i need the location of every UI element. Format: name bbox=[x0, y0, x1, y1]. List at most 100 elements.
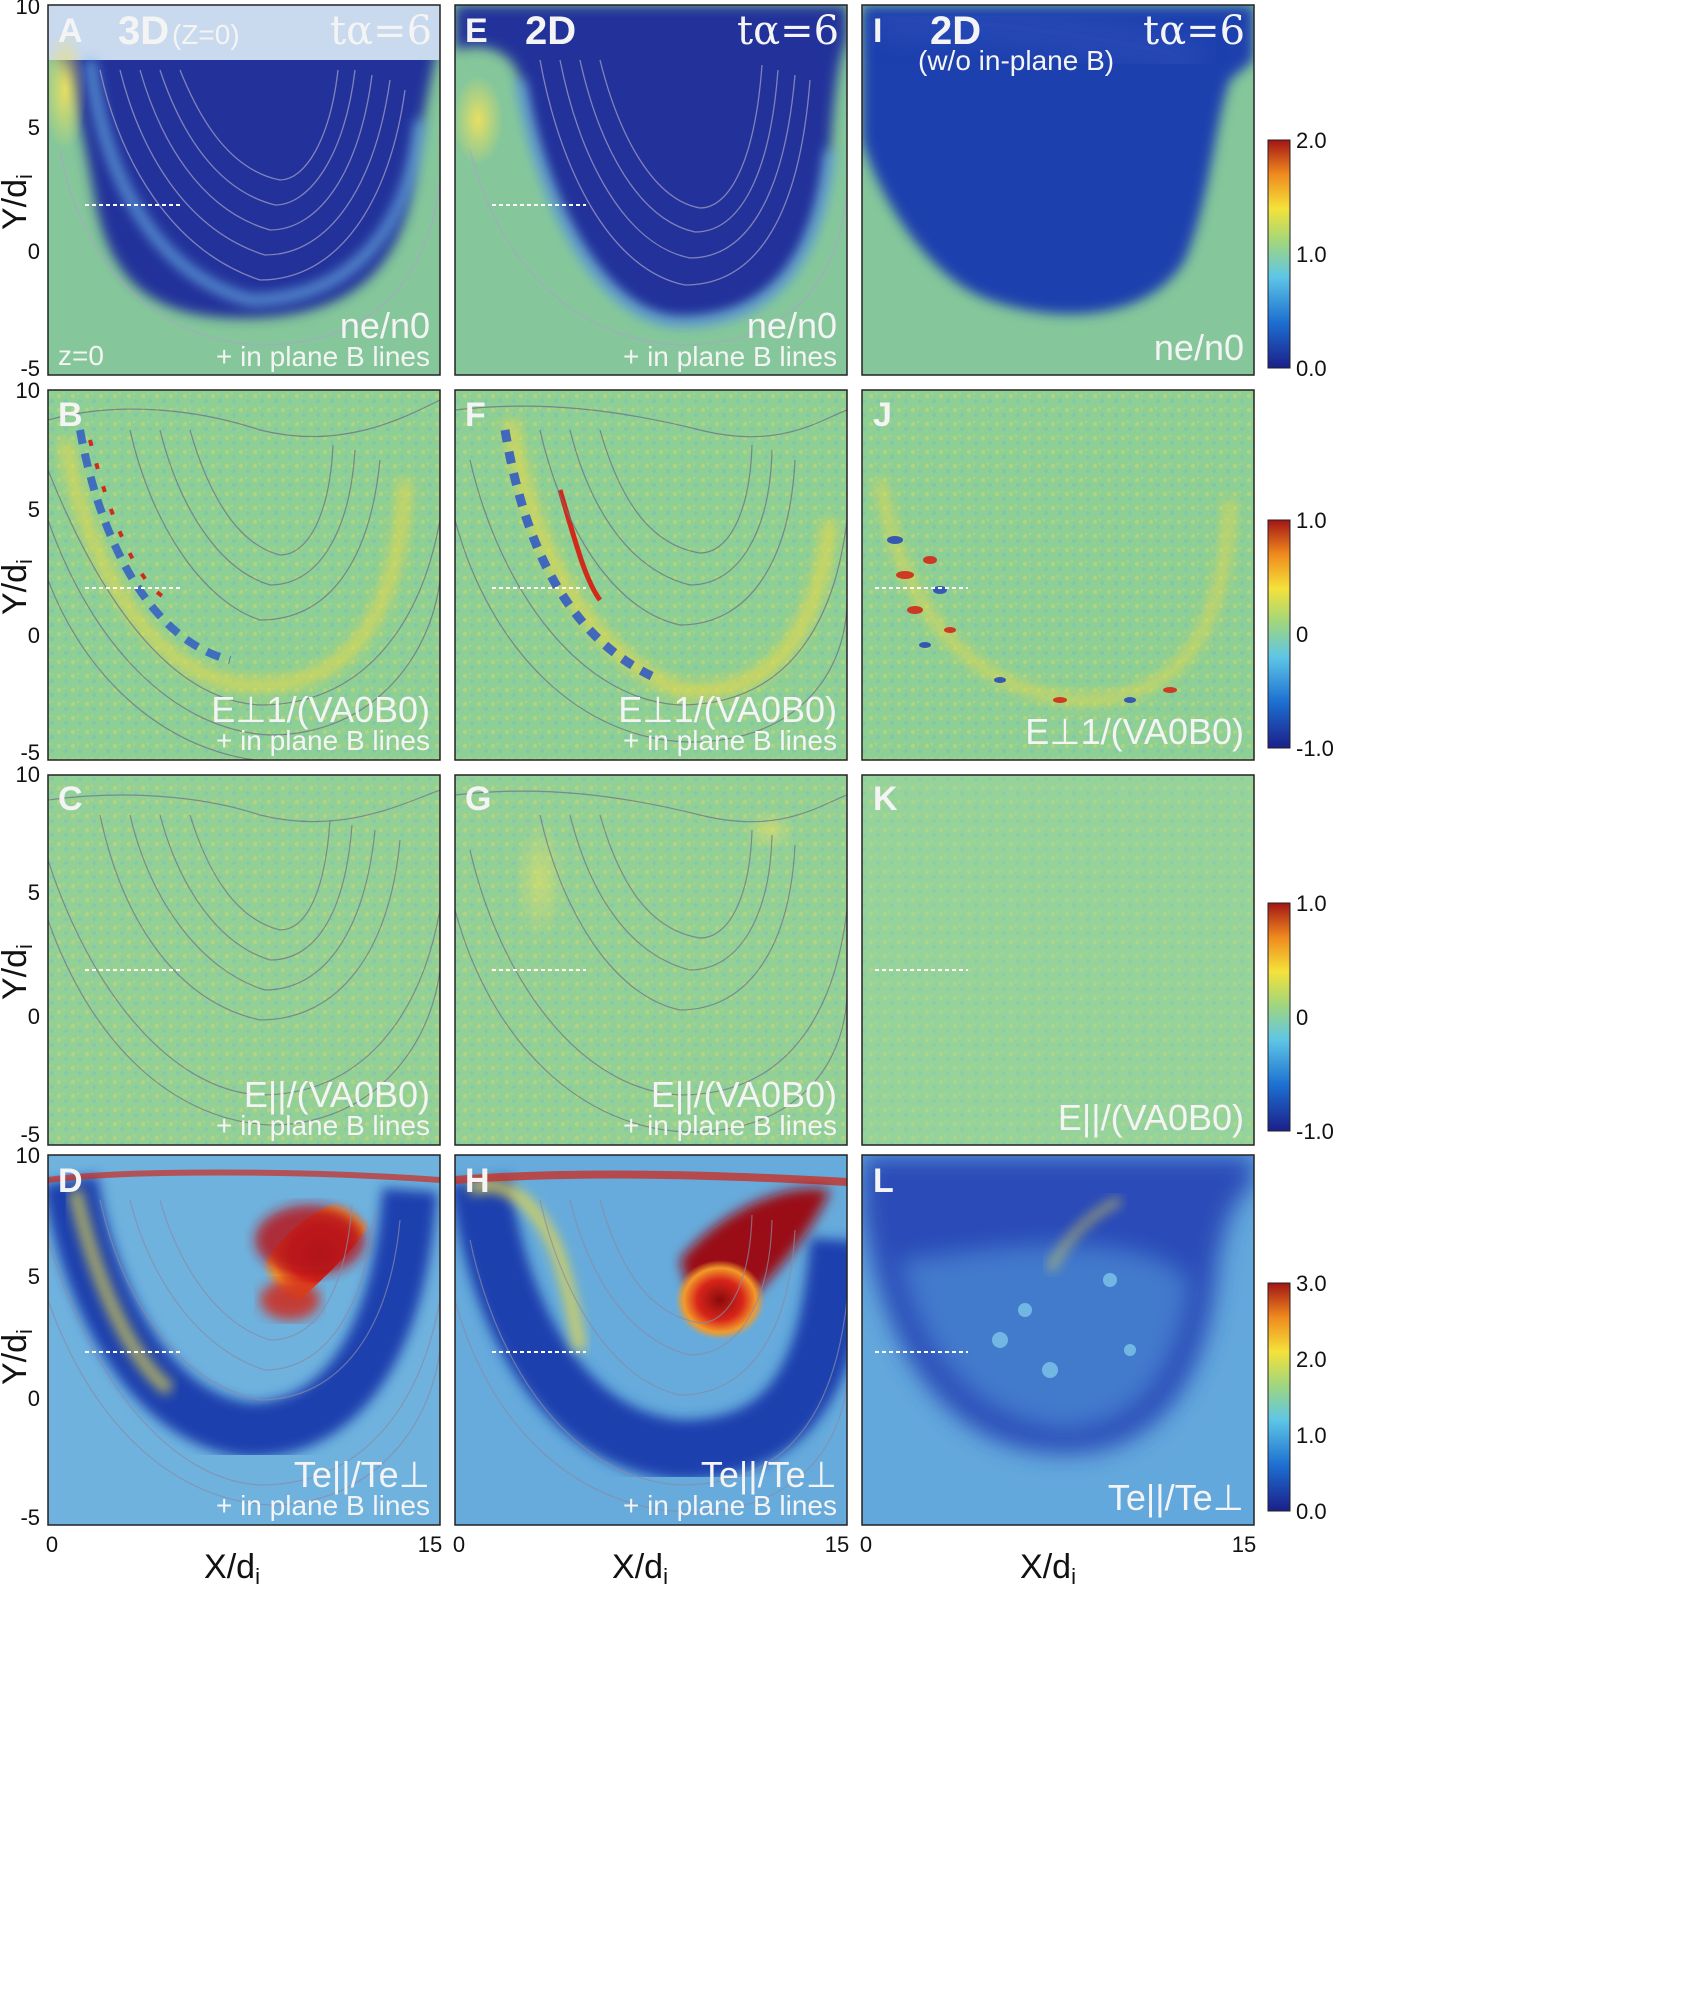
x-axis-title: X/di bbox=[1020, 1548, 1076, 1589]
panel-letter-L: L bbox=[873, 1162, 894, 1200]
quantity-label-h: Te||/Te⊥ bbox=[701, 1454, 837, 1495]
panel-G bbox=[455, 775, 847, 1145]
x-axis: 0 15 0 15 0 15 X/di X/di X/di bbox=[46, 1532, 1256, 1589]
overlay-note-d: + in plane B lines bbox=[216, 1490, 430, 1521]
y-tick: 5 bbox=[28, 497, 40, 522]
overlay-note-g: + in plane B lines bbox=[623, 1110, 837, 1141]
overlay-note-b: + in plane B lines bbox=[216, 725, 430, 756]
panel-B bbox=[48, 390, 440, 760]
x-tick: 15 bbox=[1232, 1532, 1256, 1557]
x-axis-title: X/di bbox=[204, 1548, 260, 1589]
panel-K bbox=[862, 775, 1254, 1145]
x-tick: 0 bbox=[453, 1532, 465, 1557]
colorbar-max: 2.0 bbox=[1296, 128, 1327, 153]
y-axis-title: Y/di bbox=[0, 174, 37, 230]
quantity-label-c: E||/(VA0B0) bbox=[244, 1074, 430, 1115]
y-tick: 0 bbox=[28, 623, 40, 648]
quantity-label-k: E||/(VA0B0) bbox=[1058, 1097, 1244, 1138]
y-tick: 10 bbox=[16, 0, 40, 19]
panel-letter-I: I bbox=[873, 12, 882, 50]
y-tick: 0 bbox=[28, 1004, 40, 1029]
quantity-label-l: Te||/Te⊥ bbox=[1108, 1477, 1244, 1518]
panel-letter-H: H bbox=[465, 1162, 490, 1200]
panel-letter-A: A bbox=[58, 12, 83, 50]
panel-F bbox=[455, 390, 847, 760]
panel-letter-D: D bbox=[58, 1162, 83, 1200]
x-axis-title: X/di bbox=[612, 1548, 668, 1589]
y-tick: -5 bbox=[20, 1505, 40, 1530]
quantity-label-g: E||/(VA0B0) bbox=[651, 1074, 837, 1115]
panel-frames bbox=[47, 4, 1255, 1526]
y-tick: -5 bbox=[20, 1122, 40, 1147]
panel-letter-G: G bbox=[465, 780, 491, 818]
colorbar-row-1: 2.0 1.0 0.0 bbox=[1267, 128, 1327, 381]
y-axis-title: Y/di bbox=[0, 1329, 37, 1385]
y-axis-row-1: 10 5 0 -5 bbox=[16, 0, 40, 381]
y-tick: 0 bbox=[28, 239, 40, 264]
overlay-note-f: + in plane B lines bbox=[623, 725, 837, 756]
column-subtitle-2d-no-b: (w/o in-plane B) bbox=[918, 45, 1114, 76]
column-subtitle-3d: (Z=0) bbox=[172, 19, 240, 50]
panel-E bbox=[455, 5, 847, 375]
colorbar-max: 1.0 bbox=[1296, 891, 1327, 916]
panel-A bbox=[48, 5, 440, 375]
panel-D bbox=[48, 1155, 440, 1525]
colorbar-mid: 0 bbox=[1296, 1005, 1308, 1030]
panel-letter-B: B bbox=[58, 396, 83, 434]
colorbar-row-2: 1.0 0 -1.0 bbox=[1267, 508, 1334, 761]
column-title-2d: 2D bbox=[525, 9, 576, 53]
y-tick: 5 bbox=[28, 1264, 40, 1289]
quantity-label-i: ne/n0 bbox=[1154, 327, 1244, 368]
colorbar-row-4: 3.0 2.0 1.0 0.0 bbox=[1267, 1271, 1327, 1524]
quantity-label-d: Te||/Te⊥ bbox=[294, 1454, 430, 1495]
colorbar-mid: 1.0 bbox=[1296, 242, 1327, 267]
colorbar bbox=[1267, 1282, 1291, 1512]
y-tick: 5 bbox=[28, 880, 40, 905]
colorbar-max: 1.0 bbox=[1296, 508, 1327, 533]
x-tick: 15 bbox=[418, 1532, 442, 1557]
y-axis-row-4: 10 5 0 -5 bbox=[16, 1143, 40, 1530]
panel-C bbox=[48, 775, 440, 1145]
panel-letter-C: C bbox=[58, 780, 83, 818]
panel-letter-E: E bbox=[465, 12, 488, 50]
overlay-note-c: + in plane B lines bbox=[216, 1110, 430, 1141]
colorbar bbox=[1267, 139, 1291, 369]
colorbar-mid: 0 bbox=[1296, 622, 1308, 647]
x-tick: 0 bbox=[860, 1532, 872, 1557]
time-label-i: tα=6 bbox=[1143, 8, 1245, 54]
quantity-label-e: ne/n0 bbox=[747, 305, 837, 346]
quantity-label-b: E⊥1/(VA0B0) bbox=[211, 689, 430, 730]
y-axis-title: Y/di bbox=[0, 559, 37, 615]
time-label-a: tα=6 bbox=[330, 8, 432, 54]
panel-letter-K: K bbox=[873, 780, 898, 818]
z-note: z=0 bbox=[58, 340, 104, 371]
quantity-label-a: ne/n0 bbox=[340, 305, 430, 346]
y-tick: 10 bbox=[16, 762, 40, 787]
colorbar-max: 3.0 bbox=[1296, 1271, 1327, 1296]
colorbar-mid: 1.0 bbox=[1296, 1423, 1327, 1448]
x-tick: 15 bbox=[825, 1532, 849, 1557]
x-tick: 0 bbox=[46, 1532, 58, 1557]
colorbar-min: 0.0 bbox=[1296, 1499, 1327, 1524]
colorbar-min: -1.0 bbox=[1296, 736, 1334, 761]
panel-letter-F: F bbox=[465, 396, 486, 434]
overlay-note-a: + in plane B lines bbox=[216, 341, 430, 372]
y-tick: 0 bbox=[28, 1386, 40, 1411]
panel-L bbox=[862, 1155, 1254, 1525]
panel-letter-J: J bbox=[873, 396, 892, 434]
colorbar-min: 0.0 bbox=[1296, 356, 1327, 381]
y-tick: -5 bbox=[20, 356, 40, 381]
colorbar-row-3: 1.0 0 -1.0 bbox=[1267, 891, 1334, 1144]
colorbar-min: -1.0 bbox=[1296, 1119, 1334, 1144]
colorbar bbox=[1267, 902, 1291, 1132]
time-label-e: tα=6 bbox=[737, 8, 839, 54]
overlay-note-h: + in plane B lines bbox=[623, 1490, 837, 1521]
y-tick: 10 bbox=[16, 1143, 40, 1168]
panel-H bbox=[455, 1155, 847, 1525]
column-title-2d-no-b: 2D bbox=[930, 9, 981, 53]
overlay-note-e: + in plane B lines bbox=[623, 341, 837, 372]
colorbar-tick-2: 2.0 bbox=[1296, 1347, 1327, 1372]
y-tick: 10 bbox=[16, 378, 40, 403]
column-title-3d: 3D bbox=[118, 9, 169, 53]
